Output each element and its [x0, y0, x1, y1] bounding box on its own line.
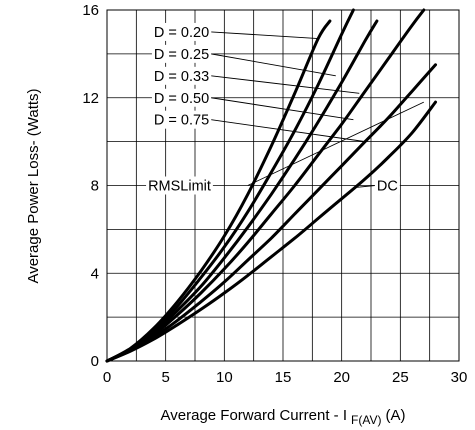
annotation-label-d-0-25: D = 0.25	[154, 47, 209, 63]
x-tick-label: 5	[161, 369, 169, 386]
annotation-leader-d-0-25	[211, 53, 336, 77]
annotation-leader-lines	[211, 31, 375, 189]
x-axis-label-subscript: F(AV)	[351, 413, 381, 427]
x-tick-label: 10	[216, 369, 233, 386]
x-tick-label: 15	[275, 369, 292, 386]
series-lines	[105, 8, 437, 363]
annotation-label-background	[146, 176, 213, 195]
tick-labels: 0 5 10 15 20 25 30 0 4 8 12 16	[82, 2, 467, 386]
series-line-d-0-25	[105, 8, 355, 363]
x-axis-label-main: Average Forward Current - I	[161, 407, 347, 424]
series-line-d-0-50	[105, 8, 426, 363]
x-tick-label: 0	[103, 369, 111, 386]
y-tick-label: 12	[82, 90, 99, 107]
annotation-label-background	[151, 44, 212, 63]
annotation-label-background	[151, 66, 212, 85]
y-tick-label: 0	[91, 353, 99, 370]
annotation-label-background	[374, 176, 400, 195]
x-axis-label-unit: (A)	[385, 407, 405, 424]
annotation-label-rmslimit: RMSLimit	[148, 179, 211, 195]
x-tick-label: 20	[333, 369, 350, 386]
annotation-label-d-0-50: D = 0.50	[154, 91, 209, 107]
annotation-labels: D = 0.20 D = 0.25 D = 0.33 D = 0.50 D = 0.75…	[146, 22, 400, 195]
y-tick-label: 4	[91, 265, 99, 282]
annotation-label-d-0-33: D = 0.33	[154, 69, 209, 85]
series-line-dc	[105, 100, 437, 363]
series-line-rms-limit	[247, 101, 424, 186]
annotation-leader-d-0-50	[211, 97, 354, 121]
x-tick-label: 25	[392, 369, 409, 386]
series-line-d-0-20	[105, 19, 332, 363]
annotation-label-d-0-75: D = 0.75	[154, 113, 209, 129]
x-tick-label: 30	[451, 369, 468, 386]
annotation-leader-d-0-75	[211, 119, 366, 143]
annotation-label-background	[151, 110, 212, 129]
annotation-label-dc: DC	[377, 179, 398, 195]
annotation-leader-d-0-33	[211, 75, 360, 94]
y-tick-label: 8	[91, 178, 99, 195]
y-tick-label: 16	[82, 2, 99, 19]
x-axis-label: Average Forward Current - I F(AV) (A)	[161, 407, 406, 427]
series-line-d-0-33	[105, 19, 379, 363]
annotation-label-background	[151, 88, 212, 107]
annotation-label-d-0-20: D = 0.20	[154, 25, 209, 41]
y-axis-label: Average Power Loss- (Watts)	[25, 88, 42, 283]
plot-frame	[106, 9, 460, 362]
annotation-leader-d-0-20	[211, 31, 319, 39]
annotation-label-background	[151, 22, 212, 41]
series-line-d-0-75	[105, 63, 437, 363]
